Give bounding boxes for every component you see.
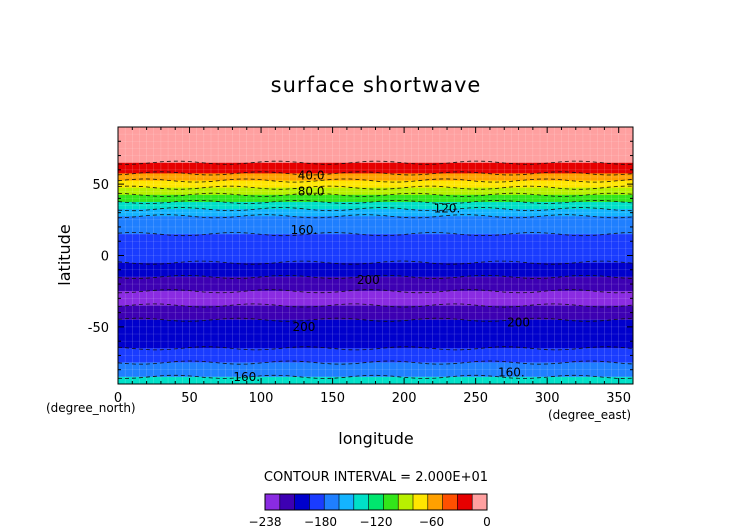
- contour-label: 80.0: [298, 184, 325, 198]
- colorbar-swatch: [294, 494, 310, 510]
- colorbar-swatch: [368, 494, 384, 510]
- colorbar-swatch: [265, 494, 281, 510]
- colorbar-tick-label: −238: [249, 515, 282, 529]
- colorbar-swatch: [353, 494, 369, 510]
- colorbar-tick-label: −60: [419, 515, 444, 529]
- latitude-band: [118, 144, 633, 164]
- x-axis-unit: (degree_east): [548, 408, 631, 422]
- colorbar-frame: [264, 493, 488, 511]
- colorbar-tick-label: −120: [360, 515, 393, 529]
- contour-line: [117, 289, 634, 294]
- contour-label: 200: [357, 273, 380, 287]
- plot-area: [118, 127, 633, 385]
- y-axis-ticks: 50 0 -50: [88, 140, 633, 371]
- contour-line: [117, 346, 634, 351]
- contour-label: 160.: [291, 223, 318, 237]
- latitude-band: [118, 362, 633, 378]
- contour-line: [117, 171, 634, 176]
- colorbar-tick-label: −180: [304, 515, 337, 529]
- contour-label: 160.: [233, 370, 260, 384]
- y-axis-unit: (degree_north): [46, 401, 136, 415]
- colorbar-swatch: [413, 494, 429, 510]
- x-tick-label: 350: [606, 391, 631, 406]
- x-axis-ticks: 0 50 100 150 200 250 300 350: [114, 127, 631, 406]
- contour-lines: [117, 160, 634, 379]
- latitude-band: [118, 319, 633, 335]
- colorbar-swatch: [457, 494, 473, 510]
- contour-line: [117, 374, 634, 379]
- contour-label: 160.: [498, 366, 525, 380]
- contour-interval-text: CONTOUR INTERVAL = 2.000E+01: [264, 470, 488, 485]
- x-tick-label: 100: [249, 391, 274, 406]
- latitude-band: [118, 127, 633, 146]
- colorbar-swatch: [472, 494, 488, 510]
- contour-line: [117, 160, 634, 165]
- y-tick-label: 50: [92, 178, 109, 193]
- colorbar-swatch: [309, 494, 325, 510]
- latitude-band: [118, 201, 633, 210]
- x-tick-label: 300: [535, 391, 560, 406]
- y-tick-label: 0: [101, 250, 109, 265]
- latitude-band: [118, 291, 633, 306]
- colorbar-tick-label: 0: [483, 515, 491, 529]
- colorbar-swatch: [427, 494, 443, 510]
- latitude-band: [118, 223, 633, 235]
- colorbar-swatch: [398, 494, 414, 510]
- latitude-band: [118, 187, 633, 196]
- latitude-band: [118, 376, 633, 385]
- colorbar-swatch: [339, 494, 355, 510]
- contour-labels: 40.080.0 120. 160. 200 200 200 160. 160.: [233, 169, 530, 384]
- contour-label: 200: [293, 320, 316, 334]
- x-axis-label: longitude: [338, 429, 413, 448]
- contour-line: [117, 360, 634, 365]
- latitude-band: [118, 334, 633, 349]
- latitude-band: [118, 305, 633, 321]
- y-tick-label: -50: [88, 321, 109, 336]
- contour-label: 120.: [434, 201, 461, 215]
- y-axis-label: latitude: [55, 224, 74, 285]
- contour-line: [117, 192, 634, 197]
- contour-line: [117, 185, 633, 190]
- contour-label: 200: [507, 316, 530, 330]
- x-tick-label: 200: [392, 391, 417, 406]
- latitude-band: [118, 194, 633, 203]
- x-tick-label: 150: [320, 391, 345, 406]
- latitude-band: [118, 180, 633, 189]
- x-tick-label: 250: [463, 391, 488, 406]
- contour-line: [117, 178, 634, 183]
- contour-line: [117, 303, 634, 308]
- latitude-band: [118, 276, 633, 292]
- contour-label: 40.0: [298, 169, 325, 183]
- latitude-band: [118, 234, 633, 249]
- latitude-band: [118, 216, 633, 224]
- contour-line: [117, 317, 634, 322]
- x-tick-label: 0: [114, 391, 122, 406]
- contour-line: [117, 232, 634, 237]
- colorbar-swatch: [383, 494, 399, 510]
- colorbar: [264, 493, 488, 511]
- latitude-band: [118, 173, 633, 182]
- latitude-band: [118, 262, 633, 278]
- latitude-band: [118, 348, 633, 364]
- chart-title: surface shortwave: [271, 73, 482, 97]
- colorbar-swatch: [442, 494, 458, 510]
- contour-line: [117, 260, 634, 265]
- contour-line: [117, 207, 634, 212]
- x-tick-label: 50: [181, 391, 198, 406]
- contour-line: [117, 199, 634, 205]
- latitude-band: [118, 248, 633, 264]
- latitude-band: [118, 162, 633, 174]
- contour-line: [117, 274, 634, 279]
- colorbar-swatch: [324, 494, 340, 510]
- colorbar-tick-labels: −238 −180 −120 −60 0: [249, 515, 491, 529]
- colorbar-swatch: [279, 494, 295, 510]
- contour-line: [117, 214, 634, 219]
- latitude-band: [118, 209, 633, 217]
